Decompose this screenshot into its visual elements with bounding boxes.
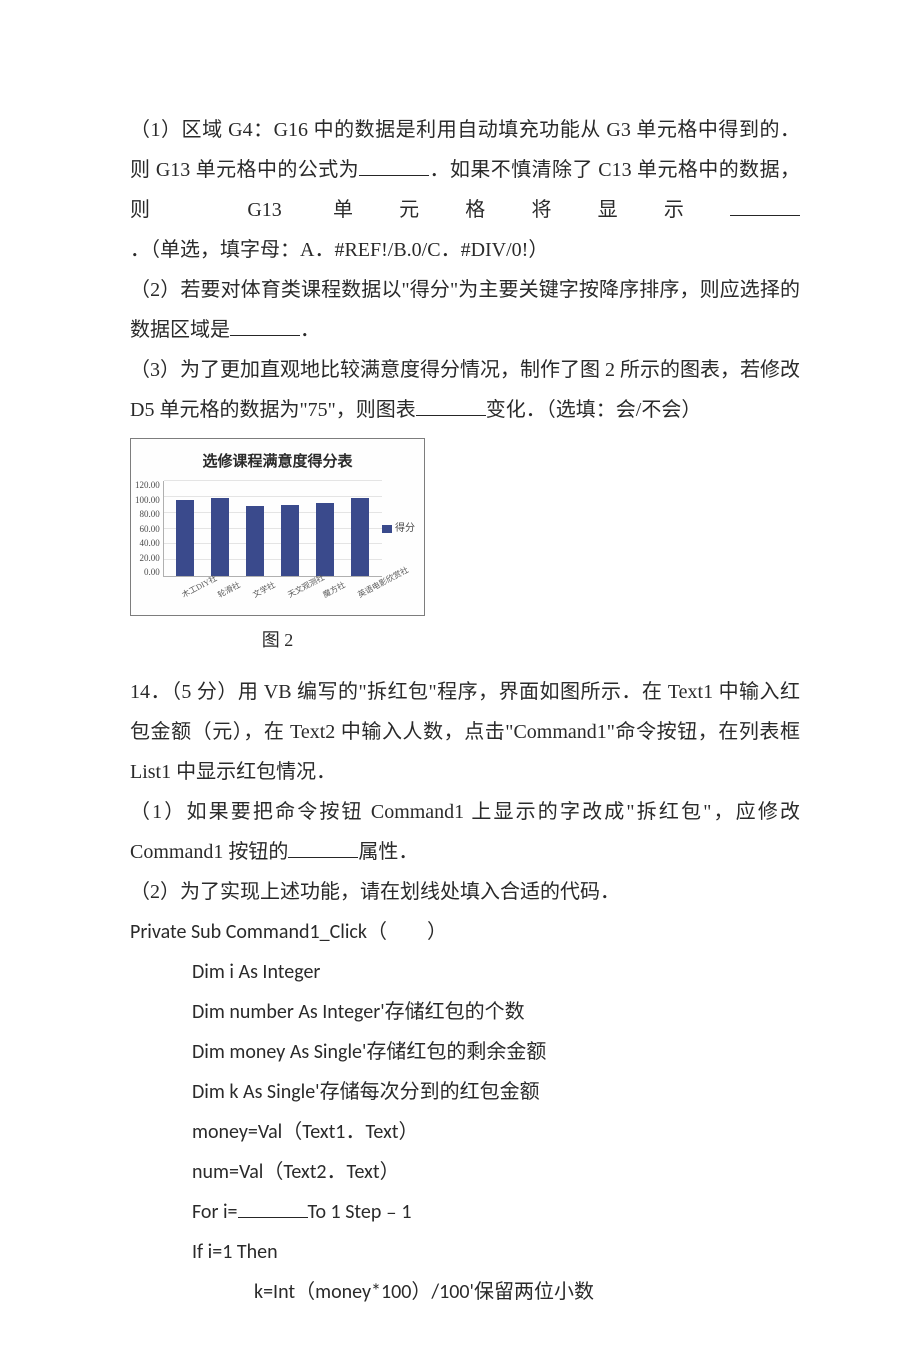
chart-xlabel: 英语电影欣赏社 bbox=[353, 577, 385, 615]
chart-xlabel: 天文观测社 bbox=[283, 577, 315, 615]
code-line-2: Dim i As Integer bbox=[130, 952, 800, 992]
q13-part3: （3）为了更加直观地比较满意度得分情况，制作了图 2 所示的图表，若修改 D5 … bbox=[130, 350, 800, 430]
page: （1）区域 G4：G16 中的数据是利用自动填充功能从 G3 单元格中得到的．则… bbox=[0, 0, 920, 1372]
chart-bar bbox=[351, 498, 369, 576]
chart-xlabel: 轮滑社 bbox=[213, 577, 245, 615]
code-line-7: num=Val（Text2．Text） bbox=[130, 1152, 800, 1192]
chart-xlabel: 魔方社 bbox=[318, 577, 350, 615]
chart-bar bbox=[316, 503, 334, 576]
code-line-8: For i= To 1 Step﹣1 bbox=[130, 1192, 800, 1232]
code-l8b: To 1 Step﹣1 bbox=[308, 1200, 412, 1224]
chart-bar bbox=[246, 506, 264, 576]
blank-data-range[interactable] bbox=[230, 315, 300, 336]
ytick: 0.00 bbox=[135, 568, 160, 577]
chart-area: 120.00 100.00 80.00 60.00 40.00 20.00 0.… bbox=[135, 481, 420, 611]
code-l8a: For i= bbox=[192, 1200, 238, 1224]
q13-part2: （2）若要对体育类课程数据以"得分"为主要关键字按降序排序，则应选择的数据区域是… bbox=[130, 270, 800, 350]
code-line-10: k=Int（money*100）/100'保留两位小数 bbox=[130, 1272, 800, 1312]
q13-p1-text-c: ．（单选，填字母：A．#REF!/B.0/C．#DIV/0!） bbox=[130, 239, 548, 261]
blank-g13-formula[interactable] bbox=[359, 155, 429, 176]
chart-yaxis: 120.00 100.00 80.00 60.00 40.00 20.00 0.… bbox=[135, 481, 163, 611]
q14-intro: 14．（5 分）用 VB 编写的"拆红包"程序，界面如图所示．在 Text1 中… bbox=[130, 672, 800, 792]
code-line-9: If i=1 Then bbox=[130, 1232, 800, 1272]
code-line-6: money=Val（Text1．Text） bbox=[130, 1112, 800, 1152]
ytick: 100.00 bbox=[135, 496, 160, 505]
ytick: 120.00 bbox=[135, 481, 160, 490]
ytick: 40.00 bbox=[135, 539, 160, 548]
blank-command1-property[interactable] bbox=[288, 837, 358, 858]
chart-legend: 得分 bbox=[382, 481, 420, 611]
legend-swatch bbox=[382, 525, 392, 533]
ytick: 80.00 bbox=[135, 510, 160, 519]
q14-part1: （1）如果要把命令按钮 Command1 上显示的字改成"拆红包"，应修改 Co… bbox=[130, 792, 800, 872]
code-line-4: Dim money As Single'存储红包的剩余金额 bbox=[130, 1032, 800, 1072]
chart-bar bbox=[211, 498, 229, 576]
chart-plot: 120.00 100.00 80.00 60.00 40.00 20.00 0.… bbox=[135, 481, 382, 611]
chart-bars bbox=[164, 481, 382, 576]
blank-g13-display[interactable] bbox=[730, 195, 800, 216]
chart-grid bbox=[163, 481, 382, 577]
chart-title: 选修课程满意度得分表 bbox=[135, 443, 420, 481]
q13-part1: （1）区域 G4：G16 中的数据是利用自动填充功能从 G3 单元格中得到的．则… bbox=[130, 110, 800, 270]
chart-bar bbox=[281, 505, 299, 576]
ytick: 60.00 bbox=[135, 525, 160, 534]
satisfaction-bar-chart: 选修课程满意度得分表 120.00 100.00 80.00 60.00 40.… bbox=[130, 438, 425, 616]
q13-p3-text-b: 变化．（选填：会/不会） bbox=[486, 399, 702, 421]
chart-xlabels: 木工DIY社轮滑社文学社天文观测社魔方社英语电影欣赏社 bbox=[163, 577, 382, 611]
blank-for-start[interactable] bbox=[238, 1197, 308, 1218]
chart-bar bbox=[176, 500, 194, 576]
legend-label: 得分 bbox=[395, 519, 415, 539]
q14-part2: （2）为了实现上述功能，请在划线处填入合适的代码． bbox=[130, 872, 800, 912]
code-line-5: Dim k As Single'存储每次分到的红包金额 bbox=[130, 1072, 800, 1112]
q13-p2-text-b: ． bbox=[300, 319, 320, 341]
q14-p1-text-a: （1）如果要把命令按钮 Command1 上显示的字改成"拆红包"，应修改 Co… bbox=[130, 801, 800, 863]
ytick: 20.00 bbox=[135, 554, 160, 563]
q14-p1-text-b: 属性． bbox=[358, 841, 418, 863]
code-line-3: Dim number As Integer'存储红包的个数 bbox=[130, 992, 800, 1032]
chart-bars-wrap: 木工DIY社轮滑社文学社天文观测社魔方社英语电影欣赏社 bbox=[163, 481, 382, 611]
chart-xlabel: 文学社 bbox=[248, 577, 280, 615]
blank-chart-change[interactable] bbox=[416, 395, 486, 416]
chart-xlabel: 木工DIY社 bbox=[177, 577, 209, 615]
code-line-1: Private Sub Command1_Click（ ） bbox=[130, 912, 800, 952]
chart-caption: 图 2 bbox=[130, 616, 425, 672]
